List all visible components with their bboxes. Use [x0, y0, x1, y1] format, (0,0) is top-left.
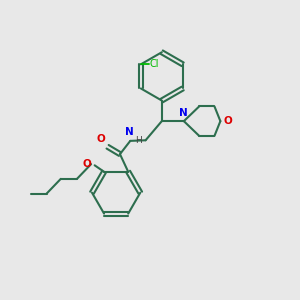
Text: N: N [179, 108, 188, 118]
Text: N: N [125, 127, 134, 137]
Text: H: H [136, 136, 142, 146]
Text: Cl: Cl [149, 59, 159, 69]
Text: O: O [97, 134, 105, 144]
Text: O: O [83, 159, 92, 169]
Text: O: O [224, 116, 233, 126]
